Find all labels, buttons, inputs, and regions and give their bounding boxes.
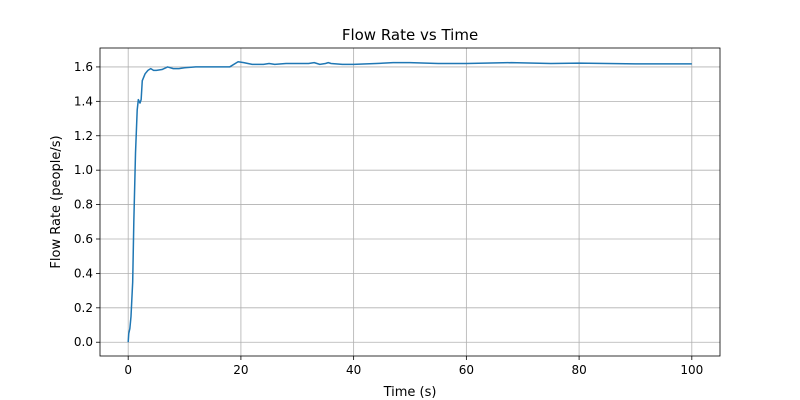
- x-tick-label: 20: [233, 363, 248, 377]
- chart-title: Flow Rate vs Time: [342, 26, 478, 44]
- y-tick-label: 0.2: [74, 301, 93, 315]
- y-tick-label: 0.4: [74, 266, 93, 280]
- x-axis-label: Time (s): [383, 385, 437, 400]
- x-tick-label: 100: [680, 363, 703, 377]
- x-tick-label: 0: [124, 363, 132, 377]
- y-tick-label: 0.0: [74, 335, 93, 349]
- y-axis-label: Flow Rate (people/s): [49, 135, 64, 268]
- y-tick-label: 0.8: [74, 198, 93, 212]
- y-tick-label: 1.6: [74, 60, 93, 74]
- y-tick-label: 1.0: [74, 163, 93, 177]
- data-line: [127, 61, 692, 343]
- y-tick-label: 1.2: [74, 129, 93, 143]
- y-tick-label: 1.4: [74, 94, 93, 108]
- x-tick-label: 80: [571, 363, 586, 377]
- plot-frame: [99, 47, 721, 357]
- y-tick-label: 0.6: [74, 232, 93, 246]
- x-tick-label: 60: [459, 363, 474, 377]
- x-tick-label: 40: [346, 363, 361, 377]
